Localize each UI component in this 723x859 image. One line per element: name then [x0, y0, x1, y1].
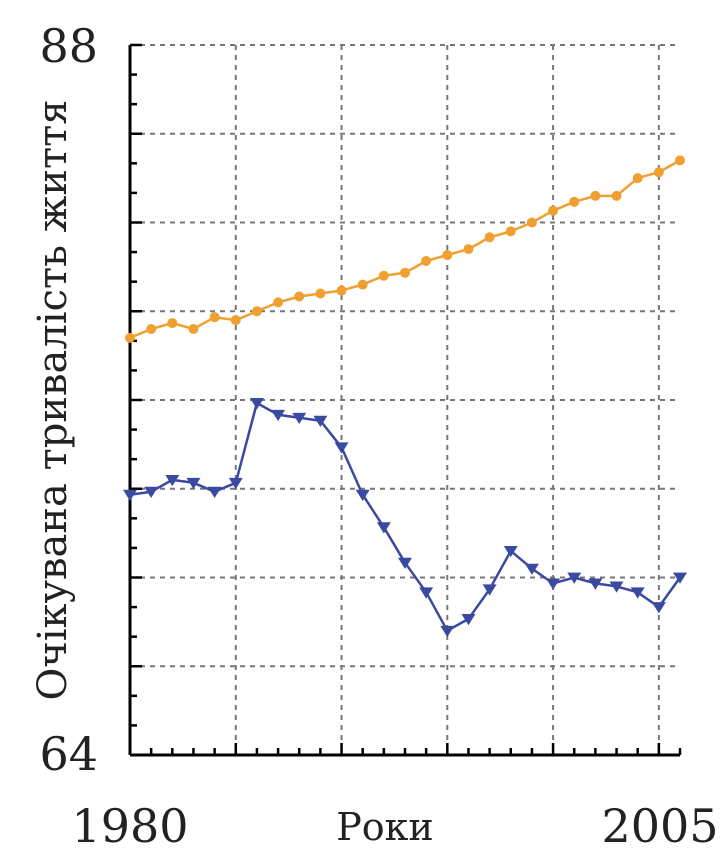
series-2-point [398, 557, 412, 570]
series-2-point [144, 486, 159, 499]
series-2-point [630, 587, 645, 599]
series-2-line [129, 401, 682, 632]
series-1-point [653, 167, 664, 178]
series-2-point [249, 398, 264, 410]
series-2-point [482, 584, 497, 596]
series-2-point [313, 415, 328, 428]
series-2-point [355, 489, 370, 501]
series-1-point [548, 205, 559, 216]
series-1-point [167, 318, 178, 329]
series-1-point [569, 196, 580, 207]
series-2-point [207, 486, 222, 499]
grid [130, 44, 680, 755]
series-1-point [251, 306, 262, 317]
x-tick-label-start: 1980 [71, 799, 188, 853]
series-2-point [461, 614, 476, 626]
series-1-point [675, 155, 685, 166]
y-axis-label: Очікувана тривалість життя [30, 99, 76, 700]
series-2-point [567, 572, 582, 584]
series-2 [123, 398, 687, 638]
series-1-point [400, 267, 410, 278]
series-2-point [334, 442, 349, 454]
series-1-point [188, 324, 199, 334]
series-2-point [673, 572, 687, 584]
series-2-point [440, 625, 455, 638]
axis-ticks [128, 43, 682, 757]
series-2-point [165, 474, 180, 487]
series-1-point [526, 217, 537, 228]
series [123, 155, 687, 638]
series-2-point [376, 522, 391, 534]
series-1-point [378, 270, 389, 281]
series-1-point [505, 226, 516, 237]
series-1-point [336, 285, 347, 296]
series-1-point [421, 255, 432, 266]
series-2-point [419, 587, 434, 599]
series-2-point [588, 578, 603, 590]
series-1-point [632, 173, 643, 184]
x-tick-label-end: 2005 [601, 799, 718, 853]
series-2-point [292, 412, 307, 425]
series-2-point [651, 602, 666, 614]
series-1-point [484, 232, 495, 243]
series-1-point [125, 332, 135, 343]
series-2-point [609, 581, 624, 593]
series-2-point [546, 578, 561, 590]
series-1-point [209, 312, 220, 323]
series-1-point [315, 288, 326, 299]
series-1-point [146, 324, 157, 334]
series-1-point [273, 297, 284, 308]
series-1-point [590, 190, 601, 201]
series-1 [125, 155, 685, 343]
y-tick-label-min: 64 [39, 727, 98, 781]
series-2-point [524, 563, 539, 575]
series-1-point [357, 279, 368, 290]
series-2-point [228, 477, 243, 490]
y-tick-label-max: 88 [39, 19, 98, 73]
x-axis-label: Роки [336, 805, 434, 849]
series-1-point [294, 291, 305, 302]
series-2-point [503, 545, 518, 558]
series-1-point [463, 244, 474, 255]
series-1-point [611, 190, 622, 201]
series-1-point [442, 250, 453, 261]
series-2-point [123, 489, 137, 501]
series-1-point [230, 315, 241, 326]
series-2-point [186, 477, 201, 490]
series-2-point [271, 409, 286, 422]
